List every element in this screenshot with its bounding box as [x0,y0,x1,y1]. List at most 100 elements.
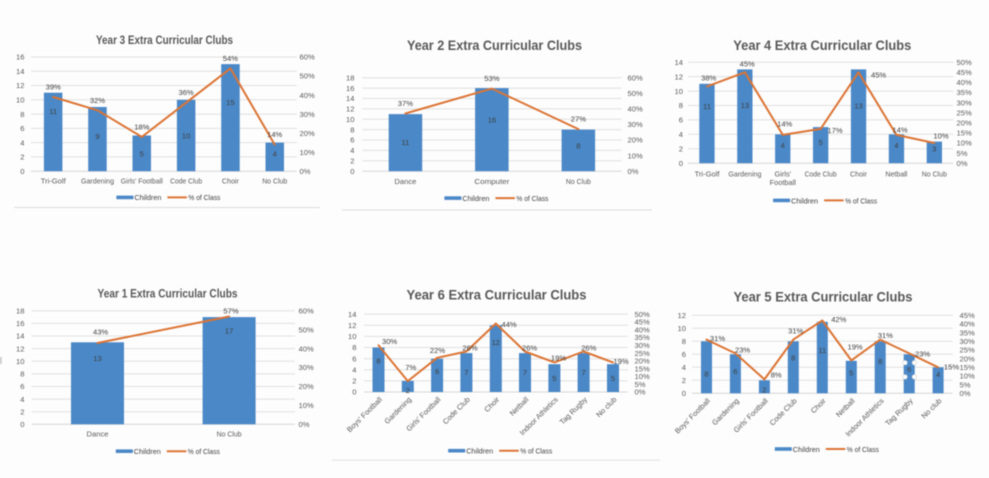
svg-text:12: 12 [348,321,356,330]
svg-text:10%: 10% [299,401,314,410]
svg-text:12: 12 [678,311,686,320]
svg-text:19%: 19% [847,342,862,351]
svg-text:% of Class: % of Class [520,447,552,456]
svg-text:20%: 20% [628,136,643,145]
svg-text:53%: 53% [484,74,499,83]
svg-text:5: 5 [611,374,615,383]
svg-text:23%: 23% [915,349,930,358]
svg-text:10: 10 [182,131,190,140]
svg-text:10%: 10% [933,131,948,140]
svg-text:18: 18 [16,307,24,316]
svg-text:20%: 20% [960,354,975,363]
svg-text:50%: 50% [300,72,315,81]
svg-text:5%: 5% [635,380,646,389]
svg-text:4: 4 [679,130,683,139]
svg-text:6: 6 [20,382,24,391]
svg-text:35%: 35% [957,88,972,97]
svg-text:8: 8 [704,369,708,378]
svg-text:11: 11 [703,102,711,111]
svg-text:Code Club: Code Club [170,177,202,186]
svg-text:20%: 20% [957,119,972,128]
svg-text:45%: 45% [871,71,886,80]
svg-text:Girls' Football: Girls' Football [121,177,163,186]
svg-text:30%: 30% [628,120,643,129]
svg-text:30%: 30% [382,337,397,346]
svg-text:15%: 15% [944,363,959,372]
svg-text:2: 2 [762,386,766,395]
svg-text:5%: 5% [960,380,971,389]
svg-text:26%: 26% [581,343,596,352]
svg-text:13: 13 [854,102,862,111]
svg-text:4: 4 [20,138,24,147]
svg-text:4: 4 [20,395,24,404]
svg-text:Year 4 Extra Curricular Clubs: Year 4 Extra Curricular Clubs [733,37,911,53]
svg-text:2: 2 [352,377,356,386]
svg-text:Children: Children [466,447,493,456]
svg-text:Code Club: Code Club [805,170,837,179]
svg-text:15%: 15% [957,129,972,138]
svg-text:12: 12 [346,105,354,114]
svg-text:26%: 26% [522,343,537,352]
svg-text:4: 4 [781,141,785,150]
svg-text:2: 2 [679,145,683,154]
svg-text:5: 5 [849,369,853,378]
svg-text:44%: 44% [501,320,516,329]
svg-text:25%: 25% [635,349,650,358]
svg-text:Year 2 Extra Curricular Clubs: Year 2 Extra Curricular Clubs [407,37,582,53]
svg-text:25%: 25% [960,346,975,355]
svg-text:30%: 30% [299,363,314,372]
svg-text:14: 14 [16,67,24,76]
svg-text:Dance: Dance [87,430,109,439]
svg-text:8: 8 [376,357,380,366]
svg-text:6: 6 [682,350,686,359]
svg-text:8: 8 [576,142,580,151]
svg-text:0: 0 [20,167,24,176]
svg-text:7: 7 [523,368,527,377]
svg-text:No Club: No Club [566,177,591,186]
svg-text:Year 1 Extra Curricular Clubs: Year 1 Extra Curricular Clubs [98,289,238,301]
svg-text:12: 12 [16,344,24,353]
svg-text:35%: 35% [635,333,650,342]
svg-text:6: 6 [350,136,354,145]
svg-text:16: 16 [346,84,354,93]
svg-text:% of Class: % of Class [847,445,879,454]
svg-text:6: 6 [679,116,683,125]
svg-text:50%: 50% [635,310,650,319]
svg-text:23%: 23% [735,345,750,354]
svg-text:7: 7 [581,368,585,377]
svg-text:14: 14 [16,332,24,341]
svg-text:7%: 7% [405,363,416,372]
svg-text:22%: 22% [430,346,445,355]
svg-text:No Club: No Club [217,430,242,439]
svg-text:Children: Children [134,447,161,456]
svg-text:20%: 20% [635,357,650,366]
svg-text:6: 6 [907,365,911,374]
svg-text:4: 4 [936,370,940,379]
svg-text:No Club: No Club [922,170,947,179]
svg-text:12: 12 [675,72,683,81]
svg-text:Girls': Girls' [774,170,791,179]
svg-text:0%: 0% [628,167,639,176]
svg-text:6: 6 [352,354,356,363]
svg-text:8: 8 [20,110,24,119]
svg-text:40%: 40% [960,320,975,329]
svg-text:0%: 0% [635,388,646,397]
svg-text:% of Class: % of Class [188,193,220,202]
svg-text:25%: 25% [957,108,972,117]
svg-text:17%: 17% [827,126,842,135]
svg-text:Tri-Golf: Tri-Golf [41,177,67,186]
svg-text:6: 6 [20,124,24,133]
svg-text:No Club: No Club [262,177,287,186]
svg-text:8: 8 [679,101,683,110]
svg-text:18%: 18% [134,122,149,131]
svg-text:3: 3 [932,144,936,153]
svg-text:10%: 10% [635,372,650,381]
svg-text:30%: 30% [957,98,972,107]
svg-text:20%: 20% [300,129,315,138]
svg-text:60%: 60% [299,307,314,316]
svg-text:14%: 14% [892,125,907,134]
svg-text:8%: 8% [771,371,782,380]
svg-text:Netball: Netball [885,170,907,179]
svg-text:2: 2 [350,157,354,166]
svg-text:14: 14 [348,310,356,319]
